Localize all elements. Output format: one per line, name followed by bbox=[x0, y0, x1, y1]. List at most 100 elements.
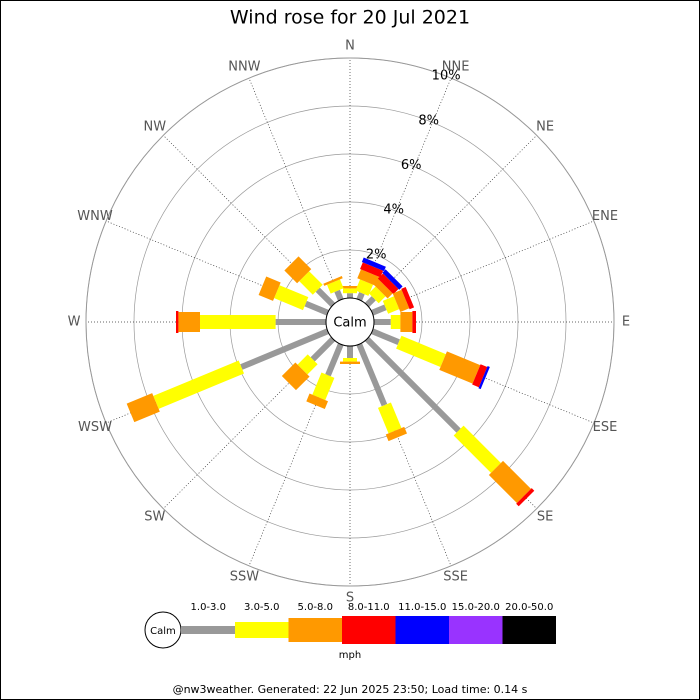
ring-label: 8% bbox=[418, 113, 439, 128]
bar-segment bbox=[304, 300, 329, 316]
chart-title: Wind rose for 20 Jul 2021 bbox=[230, 7, 470, 29]
bar-segment bbox=[126, 393, 160, 423]
calm-label: Calm bbox=[333, 316, 366, 331]
bar-segment bbox=[439, 351, 481, 384]
bar-segment bbox=[357, 269, 380, 286]
bar-segment bbox=[488, 460, 532, 504]
direction-label: ESE bbox=[593, 420, 618, 435]
grid-ring bbox=[85, 57, 615, 587]
bar-segment bbox=[453, 425, 501, 473]
legend-swatch bbox=[288, 618, 342, 642]
bar-segment bbox=[401, 287, 415, 310]
bar-segment bbox=[412, 311, 416, 333]
bar-segment bbox=[312, 372, 335, 401]
bar-segment bbox=[310, 336, 336, 362]
legend-calm-label: Calm bbox=[150, 626, 176, 637]
bar-segment bbox=[340, 361, 360, 364]
bar-segment bbox=[392, 289, 410, 312]
legend: Calm 1.0-3.0 3.0-5.0 5.0-8.0 8.0-11.0 11.0-15… bbox=[144, 602, 556, 649]
bar-segment bbox=[355, 279, 373, 296]
legend-swatch bbox=[235, 622, 289, 638]
direction-label: ENE bbox=[592, 209, 618, 224]
bar-segment bbox=[343, 358, 357, 362]
bar-segment bbox=[281, 362, 310, 391]
direction-label: WNW bbox=[77, 209, 113, 224]
bar-segment bbox=[240, 328, 329, 370]
bar-segment bbox=[200, 315, 276, 329]
bar-segment bbox=[364, 296, 376, 308]
bar-segment bbox=[368, 286, 386, 304]
direction-label: NNW bbox=[228, 60, 260, 75]
legend-label: 3.0-5.0 bbox=[244, 602, 279, 613]
bar-segment bbox=[306, 393, 329, 409]
direction-label: SE bbox=[537, 510, 553, 525]
bar-segment bbox=[478, 366, 490, 390]
direction-label: W bbox=[68, 315, 81, 330]
spoke bbox=[366, 135, 537, 306]
spoke bbox=[248, 77, 342, 300]
bar-segment bbox=[472, 364, 488, 388]
bar-segment bbox=[347, 346, 353, 358]
direction-label: S bbox=[346, 591, 354, 606]
legend-swatch bbox=[449, 616, 503, 644]
direction-label: WSW bbox=[78, 420, 112, 435]
bar-segment bbox=[373, 319, 391, 325]
bar-segment bbox=[382, 269, 403, 290]
bar-segment bbox=[327, 279, 344, 294]
direction-label: N bbox=[345, 39, 355, 54]
direction-label: NNE bbox=[442, 60, 470, 75]
bar-segment bbox=[178, 312, 200, 332]
bar-segment bbox=[153, 360, 245, 409]
legend-label: 8.0-11.0 bbox=[348, 602, 390, 613]
bar-segment bbox=[258, 276, 281, 301]
bar-segment bbox=[356, 343, 388, 407]
bar-segment bbox=[377, 402, 402, 434]
bar-segment bbox=[299, 271, 323, 295]
direction-label: SSE bbox=[443, 569, 468, 584]
legend-label: 20.0-50.0 bbox=[505, 602, 553, 613]
bars: Calm bbox=[126, 256, 535, 507]
calm-circle bbox=[325, 297, 375, 347]
grid: 2% 4% 6% 8% 10% N NNE NE ENE E ESE SE SSE S SSW SW WSW W W… bbox=[68, 39, 631, 606]
bar-segment bbox=[390, 315, 401, 329]
direction-label: NE bbox=[536, 119, 554, 134]
bar-segment bbox=[323, 276, 343, 286]
bar-segment bbox=[315, 287, 336, 308]
legend-swatch bbox=[395, 616, 449, 644]
ring-label: 6% bbox=[401, 158, 422, 173]
bar-segment bbox=[340, 286, 360, 289]
bar-segment bbox=[382, 296, 400, 314]
direction-label: SSW bbox=[230, 569, 260, 584]
legend-unit: mph bbox=[339, 650, 361, 661]
bar-segment bbox=[360, 262, 384, 278]
bar-segment bbox=[400, 312, 413, 332]
bar-segment bbox=[356, 292, 365, 301]
bar-segment bbox=[371, 328, 400, 345]
bar-segment bbox=[284, 256, 312, 284]
direction-label: NW bbox=[144, 119, 167, 134]
legend-swatch bbox=[342, 616, 396, 644]
bar-segment bbox=[371, 304, 387, 316]
bar-segment bbox=[334, 289, 344, 301]
bar-segment bbox=[275, 319, 327, 325]
bar-segment bbox=[516, 488, 535, 507]
bar-segment bbox=[274, 285, 309, 311]
bar-segment bbox=[343, 288, 357, 294]
direction-label: SW bbox=[144, 510, 165, 525]
legend-label: 1.0-3.0 bbox=[191, 602, 226, 613]
bar-segment bbox=[347, 293, 353, 298]
direction-label: E bbox=[622, 315, 630, 330]
legend-swatch bbox=[181, 626, 235, 634]
ring-label: 4% bbox=[383, 203, 404, 218]
legend-swatch bbox=[502, 616, 556, 644]
bar-segment bbox=[297, 354, 318, 375]
bar-segment bbox=[361, 257, 386, 272]
footer: @nw3weather. Generated: 22 Jun 2025 23:5… bbox=[173, 683, 528, 696]
legend-label: 15.0-20.0 bbox=[452, 602, 500, 613]
legend-label: 5.0-8.0 bbox=[298, 602, 333, 613]
bar-segment bbox=[325, 343, 344, 377]
bar-segment bbox=[377, 273, 399, 295]
legend-label: 11.0-15.0 bbox=[398, 602, 446, 613]
bar-segment bbox=[176, 311, 179, 333]
